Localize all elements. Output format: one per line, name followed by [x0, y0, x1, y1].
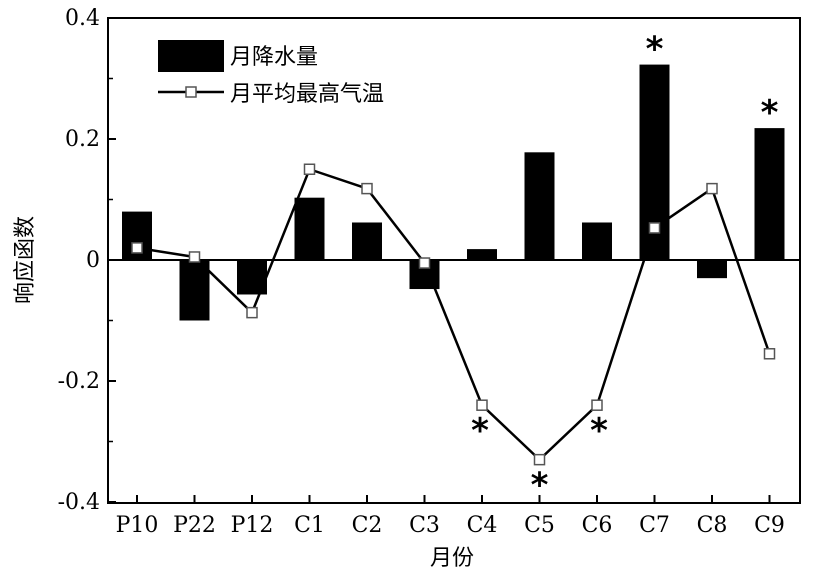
- x-tick-label: C5: [524, 513, 555, 538]
- line-point: [188, 251, 201, 263]
- x-axis-title: 月份: [430, 546, 474, 571]
- significance-marker: *: [646, 30, 664, 70]
- x-tick-label: C1: [294, 513, 325, 538]
- line-series: [131, 163, 776, 466]
- line-point: [418, 257, 431, 269]
- x-tick-label: C2: [352, 513, 383, 538]
- y-tick-label: 0.4: [65, 6, 100, 31]
- bar: [582, 222, 612, 260]
- significance-markers: * * * * *: [471, 30, 779, 506]
- line-point: [648, 222, 661, 234]
- bar: [179, 260, 210, 321]
- line-point: [131, 242, 143, 254]
- x-tick-label: C6: [582, 513, 613, 538]
- x-tick-label: P10: [116, 513, 159, 538]
- y-tick-label: 0: [86, 248, 100, 273]
- y-tick-label: -0.2: [58, 369, 100, 394]
- bar: [754, 128, 785, 260]
- line-point: [763, 348, 776, 360]
- significance-marker: *: [761, 93, 779, 133]
- line-point: [533, 453, 546, 466]
- line-point: [303, 163, 316, 175]
- axes: [107, 17, 801, 504]
- significance-marker: *: [471, 411, 489, 451]
- bar: [697, 260, 727, 279]
- x-tick-label: P12: [231, 513, 274, 538]
- bar: [524, 152, 555, 260]
- line-point: [476, 399, 488, 411]
- bar: [352, 222, 382, 260]
- line-point: [591, 399, 603, 411]
- legend-line-label: 月平均最高气温: [230, 82, 384, 107]
- y-tick-label: -0.4: [58, 490, 100, 515]
- legend-bar-swatch: [158, 40, 224, 72]
- x-tick-label: C7: [639, 513, 670, 538]
- x-tick-label: C8: [697, 513, 728, 538]
- x-tick-label: C3: [409, 513, 440, 538]
- bar: [467, 249, 497, 260]
- legend: 月降水量 月平均最高气温: [158, 40, 384, 107]
- significance-marker: *: [590, 411, 608, 451]
- significance-marker: *: [531, 466, 549, 506]
- y-tick-label: 0.2: [65, 127, 100, 152]
- line-point: [361, 182, 373, 195]
- line-point: [706, 182, 718, 195]
- y-axis-title: 响应函数: [13, 216, 38, 304]
- line-point: [246, 306, 258, 319]
- x-tick-label: P22: [173, 513, 216, 538]
- bar: [294, 197, 325, 260]
- tick-labels: -0.4 -0.2 0 0.2 0.4 P10 P22 P12 C1 C2 C3 C4 C5 C6 C7 C8…: [58, 6, 785, 538]
- x-tick-label: C9: [754, 513, 785, 538]
- legend-bar-label: 月降水量: [230, 45, 318, 70]
- series-line: [136, 167, 771, 462]
- legend-line-marker: [185, 86, 197, 98]
- x-tick-label: C4: [467, 513, 498, 538]
